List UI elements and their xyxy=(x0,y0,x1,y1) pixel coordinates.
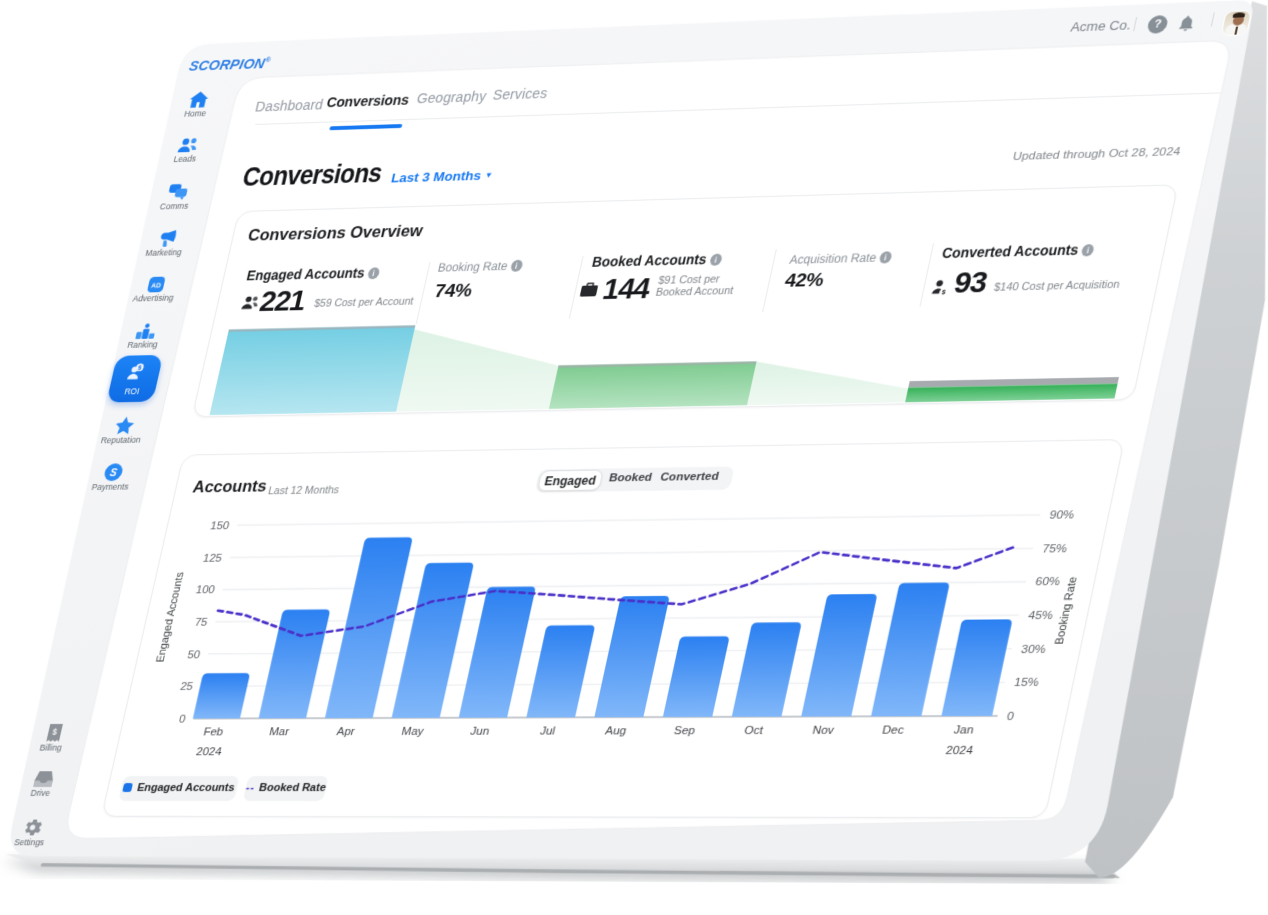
svg-text:Oct: Oct xyxy=(743,725,765,738)
svg-text:Jun: Jun xyxy=(469,725,490,738)
svg-text:Dec: Dec xyxy=(881,724,906,737)
svg-text:125: 125 xyxy=(202,552,223,564)
svg-text:0: 0 xyxy=(1006,710,1015,723)
svg-text:60%: 60% xyxy=(1034,576,1061,589)
svg-text:AD: AD xyxy=(150,283,161,290)
svg-text:45%: 45% xyxy=(1027,610,1054,623)
svg-text:150: 150 xyxy=(209,520,230,532)
svg-text:$: $ xyxy=(941,289,947,295)
svg-text:S: S xyxy=(108,468,118,479)
svg-text:Mar: Mar xyxy=(268,726,291,738)
svg-text:2024: 2024 xyxy=(944,745,974,758)
svg-text:Jul: Jul xyxy=(539,725,557,738)
svg-text:Jan: Jan xyxy=(953,724,975,737)
svg-text:75: 75 xyxy=(193,617,208,629)
svg-text:100: 100 xyxy=(194,584,215,596)
svg-text:$: $ xyxy=(51,727,58,736)
svg-text:2024: 2024 xyxy=(195,746,223,758)
svg-text:30%: 30% xyxy=(1020,643,1047,656)
svg-text:Aug: Aug xyxy=(604,725,628,738)
svg-text:25: 25 xyxy=(179,681,194,693)
svg-text:75%: 75% xyxy=(1041,543,1068,556)
svg-text:0: 0 xyxy=(178,713,187,725)
svg-text:Sep: Sep xyxy=(673,725,697,738)
svg-text:$: $ xyxy=(137,365,143,372)
svg-text:Feb: Feb xyxy=(202,726,224,738)
svg-text:50: 50 xyxy=(186,649,201,661)
svg-text:15%: 15% xyxy=(1013,677,1040,690)
svg-text:Nov: Nov xyxy=(811,724,835,737)
svg-text:Apr: Apr xyxy=(335,726,356,738)
svg-text:90%: 90% xyxy=(1048,509,1075,522)
svg-text:May: May xyxy=(400,726,425,738)
